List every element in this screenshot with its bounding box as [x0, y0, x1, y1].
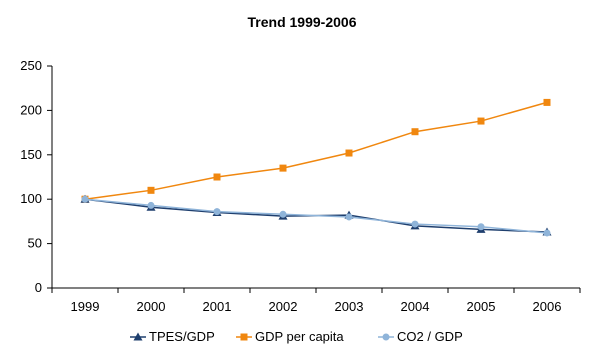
legend-label: TPES/GDP	[149, 329, 215, 344]
legend: TPES/GDP GDP per capita CO2 / GDP	[130, 329, 463, 344]
legend-marker	[133, 332, 143, 341]
data-point-co2-gdp	[279, 210, 287, 218]
data-point-gdp-per-capita	[477, 117, 485, 125]
x-tick-label: 2002	[269, 299, 298, 314]
x-tick-label: 1999	[71, 299, 100, 314]
x-tick-label: 2005	[467, 299, 496, 314]
x-tick-label: 2001	[203, 299, 232, 314]
series-line-co2-gdp	[84, 198, 548, 234]
y-tick-label: 200	[20, 102, 42, 117]
legend-label: CO2 / GDP	[397, 329, 463, 344]
data-point-gdp-per-capita	[213, 173, 221, 181]
y-tick-label: 50	[28, 236, 42, 251]
x-tick-label: 2006	[533, 299, 562, 314]
chart-title: Trend 1999-2006	[248, 14, 357, 30]
y-tick-label: 0	[35, 280, 42, 295]
data-point-co2-gdp	[213, 208, 221, 216]
data-point-gdp-per-capita	[147, 186, 155, 194]
legend-marker	[240, 333, 248, 341]
y-tick-label: 150	[20, 147, 42, 162]
x-tick-label: 2000	[137, 299, 166, 314]
data-point-gdp-per-capita	[345, 149, 353, 157]
data-point-co2-gdp	[543, 229, 551, 237]
data-point-co2-gdp	[411, 220, 419, 228]
data-point-gdp-per-capita	[279, 164, 287, 172]
data-point-gdp-per-capita	[411, 128, 419, 136]
data-point-co2-gdp	[345, 213, 353, 221]
data-point-co2-gdp	[147, 201, 155, 209]
data-point-gdp-per-capita	[543, 98, 551, 106]
legend-item-gdp-per-capita: GDP per capita	[236, 329, 344, 344]
data-point-co2-gdp	[477, 223, 485, 231]
x-tick-label: 2004	[401, 299, 430, 314]
x-tick-label: 2003	[335, 299, 364, 314]
legend-label: GDP per capita	[255, 329, 344, 344]
y-tick-label: 250	[20, 58, 42, 73]
plot-area: 0 50 100 150 200 250 1999 2000 2001 2002 2003 2004 2…	[20, 58, 581, 314]
legend-item-tpes-gdp: TPES/GDP	[130, 329, 215, 344]
series-line-gdp-per-capita	[84, 101, 548, 200]
legend-item-co2-gdp: CO2 / GDP	[378, 329, 463, 344]
legend-marker	[382, 333, 390, 341]
y-tick-label: 100	[20, 191, 42, 206]
data-point-co2-gdp	[81, 195, 89, 203]
